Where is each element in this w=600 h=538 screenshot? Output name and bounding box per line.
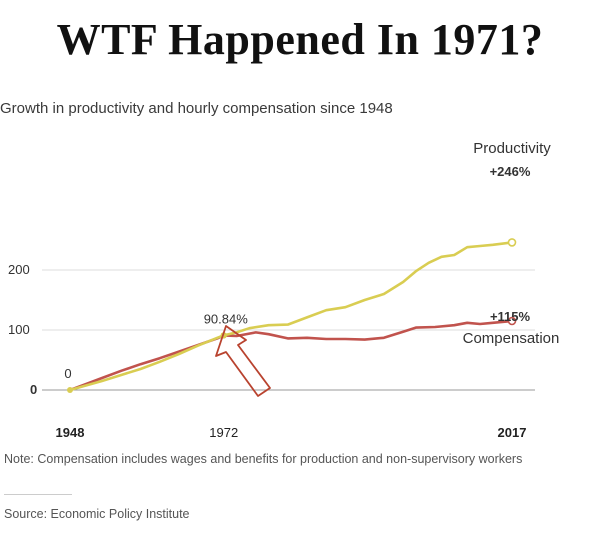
series-end-label-productivity: +246% (490, 164, 531, 179)
series-line-compensation (68, 319, 514, 392)
divider (4, 494, 72, 495)
series-end-label-compensation: +115% (490, 309, 531, 324)
chart-subtitle: Growth in productivity and hourly compen… (0, 100, 393, 117)
x-tick-label: 1948 (56, 425, 85, 440)
y-tick-label: 200 (8, 262, 30, 277)
chart: 0 100 200 1948 1972 2017 0 90.84% Productivity +2… (8, 140, 560, 440)
x-tick-label: 2017 (498, 425, 527, 440)
series-line-productivity (68, 241, 514, 392)
arrow-annotation-icon (215, 325, 271, 397)
chart-source: Source: Economic Policy Institute (4, 507, 190, 521)
headline: WTF Happened In 1971? (56, 15, 544, 64)
chart-note: Note: Compensation includes wages and be… (4, 452, 523, 466)
x-tick-label: 1972 (209, 425, 238, 440)
annotation-label: 0 (64, 366, 71, 381)
y-tick-label: 100 (8, 322, 30, 337)
y-tick-label: 0 (30, 382, 37, 397)
series-name-productivity: Productivity (473, 140, 551, 157)
series-name-compensation: Compensation (463, 330, 560, 347)
start-point-marker (67, 387, 73, 393)
annotation-label: 90.84% (204, 311, 249, 326)
series-end-marker (507, 238, 517, 247)
series-end-marker (507, 316, 517, 326)
